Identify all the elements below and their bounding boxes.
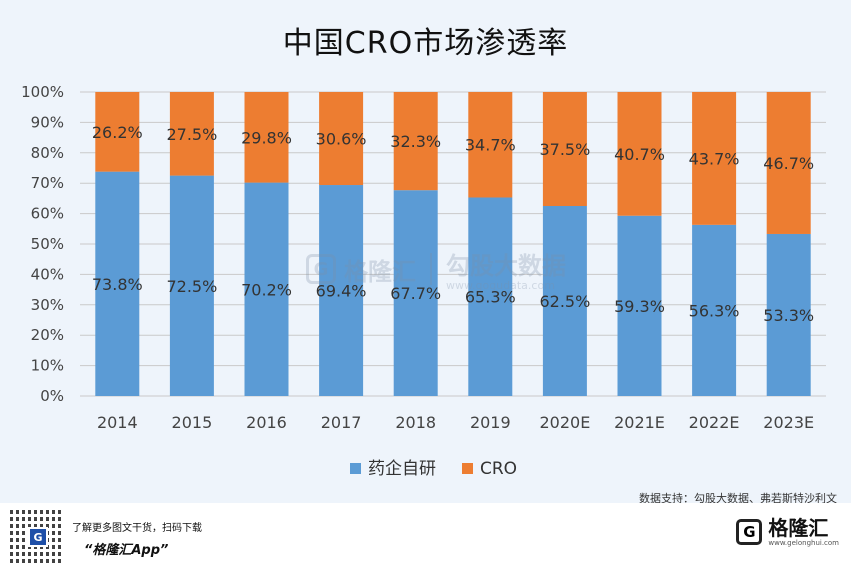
watermark-url: www.gogudata.com [446, 279, 555, 292]
data-label-cro: 34.7% [465, 136, 516, 155]
data-label-self: 67.7% [390, 284, 441, 303]
data-label-cro: 40.7% [614, 145, 665, 164]
y-tick-label: 70% [31, 174, 64, 192]
legend-swatch-self [350, 463, 361, 474]
brand-logo-icon: G [736, 519, 763, 545]
x-tick-label: 2018 [395, 413, 436, 432]
y-tick-label: 80% [31, 144, 64, 162]
stacked-bar-chart: 0% 10% 20% 30% 40% 50% 60% 70% 80% 90% 100% 73.8% 26… [21, 83, 826, 479]
x-tick-label: 2014 [97, 413, 138, 432]
x-tick-label: 2023E [763, 413, 814, 432]
x-tick-label: 2022E [689, 413, 740, 432]
x-tick-label: 2017 [321, 413, 362, 432]
bar-segment-cro [468, 92, 513, 198]
data-label-cro: 46.7% [763, 154, 814, 173]
y-tick-label: 20% [31, 326, 64, 344]
data-label-self: 72.5% [166, 277, 217, 296]
watermark: G 格隆汇 勾股大数据 www.gogudata.com [306, 246, 566, 292]
y-tick-label: 60% [31, 205, 64, 223]
bar-segment-cro [617, 92, 662, 216]
data-label-self: 70.2% [241, 280, 292, 299]
data-label-cro: 27.5% [166, 125, 217, 144]
qr-logo-icon: G [28, 527, 48, 547]
data-label-self: 73.8% [92, 275, 143, 294]
watermark-divider [430, 253, 432, 285]
bar-segment-self [468, 197, 513, 396]
watermark-brand: 格隆汇 [344, 257, 416, 286]
footer-bar: G 了解更多图文干货，扫码下载 “格隆汇App” G 格隆汇 www.gelon… [0, 503, 851, 575]
y-tick-label: 100% [21, 83, 64, 101]
chart-title: 中国CRO市场渗透率 [282, 26, 569, 61]
watermark-logo-icon: G [306, 254, 336, 284]
bar-segment-self [766, 233, 811, 396]
y-tick-label: 30% [31, 296, 64, 314]
x-tick-label: 2021E [614, 413, 665, 432]
bar-segment-cro [319, 92, 364, 186]
x-tick-label: 2015 [172, 413, 213, 432]
data-label-cro: 29.8% [241, 128, 292, 147]
bar-segment-self [169, 175, 214, 396]
y-tick-label: 40% [31, 265, 64, 283]
data-label-self: 69.4% [316, 282, 367, 301]
brand-name: 格隆汇 [768, 516, 829, 540]
data-label-self: 56.3% [689, 301, 740, 320]
bar-segment-cro [542, 92, 587, 206]
data-label-cro: 30.6% [316, 130, 367, 149]
bar-segment-cro [692, 92, 737, 225]
data-label-self: 65.3% [465, 288, 516, 307]
bar-segment-self [393, 190, 438, 396]
bar-segment-self [95, 171, 140, 396]
data-label-cro: 43.7% [689, 149, 740, 168]
x-tick-label: 2019 [470, 413, 511, 432]
y-tick-label: 0% [40, 387, 64, 405]
bar-segment-self [244, 182, 289, 396]
data-label-cro: 26.2% [92, 123, 143, 142]
data-label-cro: 37.5% [539, 140, 590, 159]
x-tick-label: 2020E [539, 413, 590, 432]
bar-segment-cro [393, 92, 438, 191]
legend-swatch-cro [462, 463, 473, 474]
data-label-self: 62.5% [539, 292, 590, 311]
bar-segment-cro [95, 92, 140, 172]
legend-label-cro: CRO [480, 459, 517, 479]
data-label-cro: 32.3% [390, 132, 441, 151]
watermark-sub-brand: 勾股大数据 [446, 252, 566, 280]
x-tick-label: 2016 [246, 413, 287, 432]
bar-segment-cro [244, 92, 289, 183]
data-label-self: 53.3% [763, 306, 814, 325]
promo-text: 了解更多图文干货，扫码下载 [72, 523, 202, 534]
y-tick-label: 50% [31, 235, 64, 253]
legend-label-self: 药企自研 [368, 459, 436, 479]
y-tick-label: 10% [31, 357, 64, 375]
bar-segment-cro [766, 92, 811, 234]
bar-segment-cro [169, 92, 214, 176]
app-name: “格隆汇App” [84, 543, 169, 558]
bar-segment-self [692, 224, 737, 396]
bar-segment-self [617, 215, 662, 396]
brand-url: www.gelonghui.com [768, 539, 839, 547]
source-note: 数据支持：勾股大数据、弗若斯特沙利文 [639, 492, 837, 505]
y-tick-label: 90% [31, 113, 64, 131]
data-label-self: 59.3% [614, 297, 665, 316]
bar-segment-self [542, 206, 587, 396]
bar-segment-self [319, 185, 364, 396]
brand-logo[interactable]: G 格隆汇 www.gelonghui.com [736, 517, 839, 547]
